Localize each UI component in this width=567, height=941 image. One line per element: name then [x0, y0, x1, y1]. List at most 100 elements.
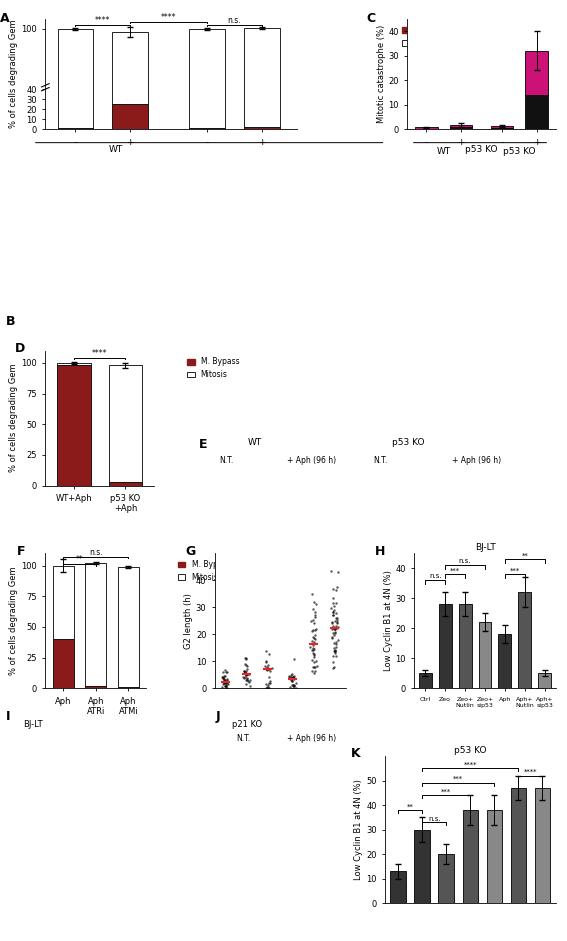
- Point: [265, 669, 274, 684]
- Text: ****: ****: [161, 12, 176, 22]
- Bar: [57, 363, 91, 365]
- Point: [261, 654, 270, 669]
- Point: [243, 672, 252, 687]
- Point: [263, 662, 272, 677]
- Point: [222, 675, 231, 690]
- Point: [332, 621, 341, 636]
- Point: [310, 623, 319, 638]
- Point: [265, 674, 274, 689]
- Text: ****: ****: [92, 348, 107, 358]
- Point: [242, 673, 251, 688]
- Point: [222, 678, 231, 693]
- Point: [266, 676, 275, 691]
- Title: p53 KO: p53 KO: [454, 746, 486, 756]
- Point: [287, 673, 296, 688]
- Point: [241, 650, 250, 665]
- Text: B: B: [6, 315, 15, 328]
- Text: p53 KO: p53 KO: [392, 438, 425, 447]
- Point: [221, 664, 230, 679]
- Point: [290, 671, 299, 686]
- Point: [331, 643, 340, 658]
- Bar: [463, 810, 478, 903]
- Point: [288, 670, 297, 685]
- Point: [221, 662, 230, 678]
- Bar: [459, 604, 472, 689]
- Point: [264, 680, 273, 695]
- Point: [219, 671, 229, 686]
- Point: [328, 622, 337, 637]
- Point: [246, 673, 255, 688]
- Point: [326, 600, 335, 615]
- Bar: [526, 95, 548, 129]
- Point: [332, 614, 341, 630]
- Point: [292, 675, 301, 690]
- Point: [222, 664, 231, 679]
- Text: n.s.: n.s.: [227, 16, 241, 24]
- Point: [264, 647, 273, 662]
- Point: [311, 621, 320, 636]
- Point: [332, 580, 341, 595]
- Text: ***: ***: [453, 776, 463, 782]
- Point: [219, 676, 228, 691]
- Point: [242, 651, 251, 666]
- Y-axis label: % of cells degrading Gem: % of cells degrading Gem: [10, 20, 19, 128]
- Point: [329, 621, 338, 636]
- Text: p21 KO: p21 KO: [232, 720, 263, 729]
- Point: [286, 672, 295, 687]
- Text: WT: WT: [248, 438, 263, 447]
- Point: [331, 646, 340, 661]
- Point: [285, 670, 294, 685]
- Point: [330, 660, 339, 675]
- Bar: [53, 566, 74, 639]
- Point: [308, 660, 318, 675]
- Point: [332, 611, 341, 626]
- Text: n.s.: n.s.: [428, 816, 441, 821]
- Bar: [415, 127, 438, 129]
- Point: [306, 640, 315, 655]
- Point: [261, 680, 270, 695]
- Point: [308, 646, 318, 661]
- Point: [263, 660, 272, 675]
- Point: [311, 597, 320, 612]
- Y-axis label: Low Cyclin B1 at 4N (%): Low Cyclin B1 at 4N (%): [384, 570, 392, 671]
- Point: [328, 608, 337, 623]
- Point: [329, 635, 338, 650]
- Point: [288, 678, 297, 693]
- Point: [289, 678, 298, 693]
- Y-axis label: % of cells degrading Gem: % of cells degrading Gem: [10, 566, 19, 675]
- Point: [243, 662, 252, 677]
- Text: ***: ***: [450, 567, 460, 573]
- Text: ****: ****: [464, 761, 477, 768]
- Point: [310, 628, 319, 643]
- Point: [333, 632, 342, 647]
- Text: n.s.: n.s.: [89, 548, 103, 556]
- Bar: [118, 566, 139, 687]
- Bar: [438, 854, 454, 903]
- Point: [220, 673, 229, 688]
- Point: [264, 677, 273, 692]
- Point: [333, 615, 342, 630]
- Text: I: I: [6, 710, 10, 724]
- Point: [263, 658, 272, 673]
- Point: [263, 661, 272, 676]
- Point: [308, 643, 318, 658]
- Point: [329, 607, 338, 622]
- Point: [287, 671, 296, 686]
- Point: [328, 619, 337, 634]
- Bar: [85, 563, 107, 686]
- Point: [308, 641, 318, 656]
- Point: [218, 679, 227, 694]
- Point: [310, 615, 319, 630]
- Bar: [486, 810, 502, 903]
- Point: [218, 670, 227, 685]
- Bar: [498, 634, 511, 689]
- Point: [289, 669, 298, 684]
- Bar: [511, 788, 526, 903]
- Point: [219, 674, 229, 689]
- Bar: [85, 686, 107, 689]
- Title: BJ-LT: BJ-LT: [475, 544, 496, 552]
- Point: [329, 604, 338, 619]
- Point: [329, 661, 338, 676]
- Legend: M. Bypass, Mitosis: M. Bypass, Mitosis: [175, 557, 233, 585]
- Point: [308, 633, 317, 648]
